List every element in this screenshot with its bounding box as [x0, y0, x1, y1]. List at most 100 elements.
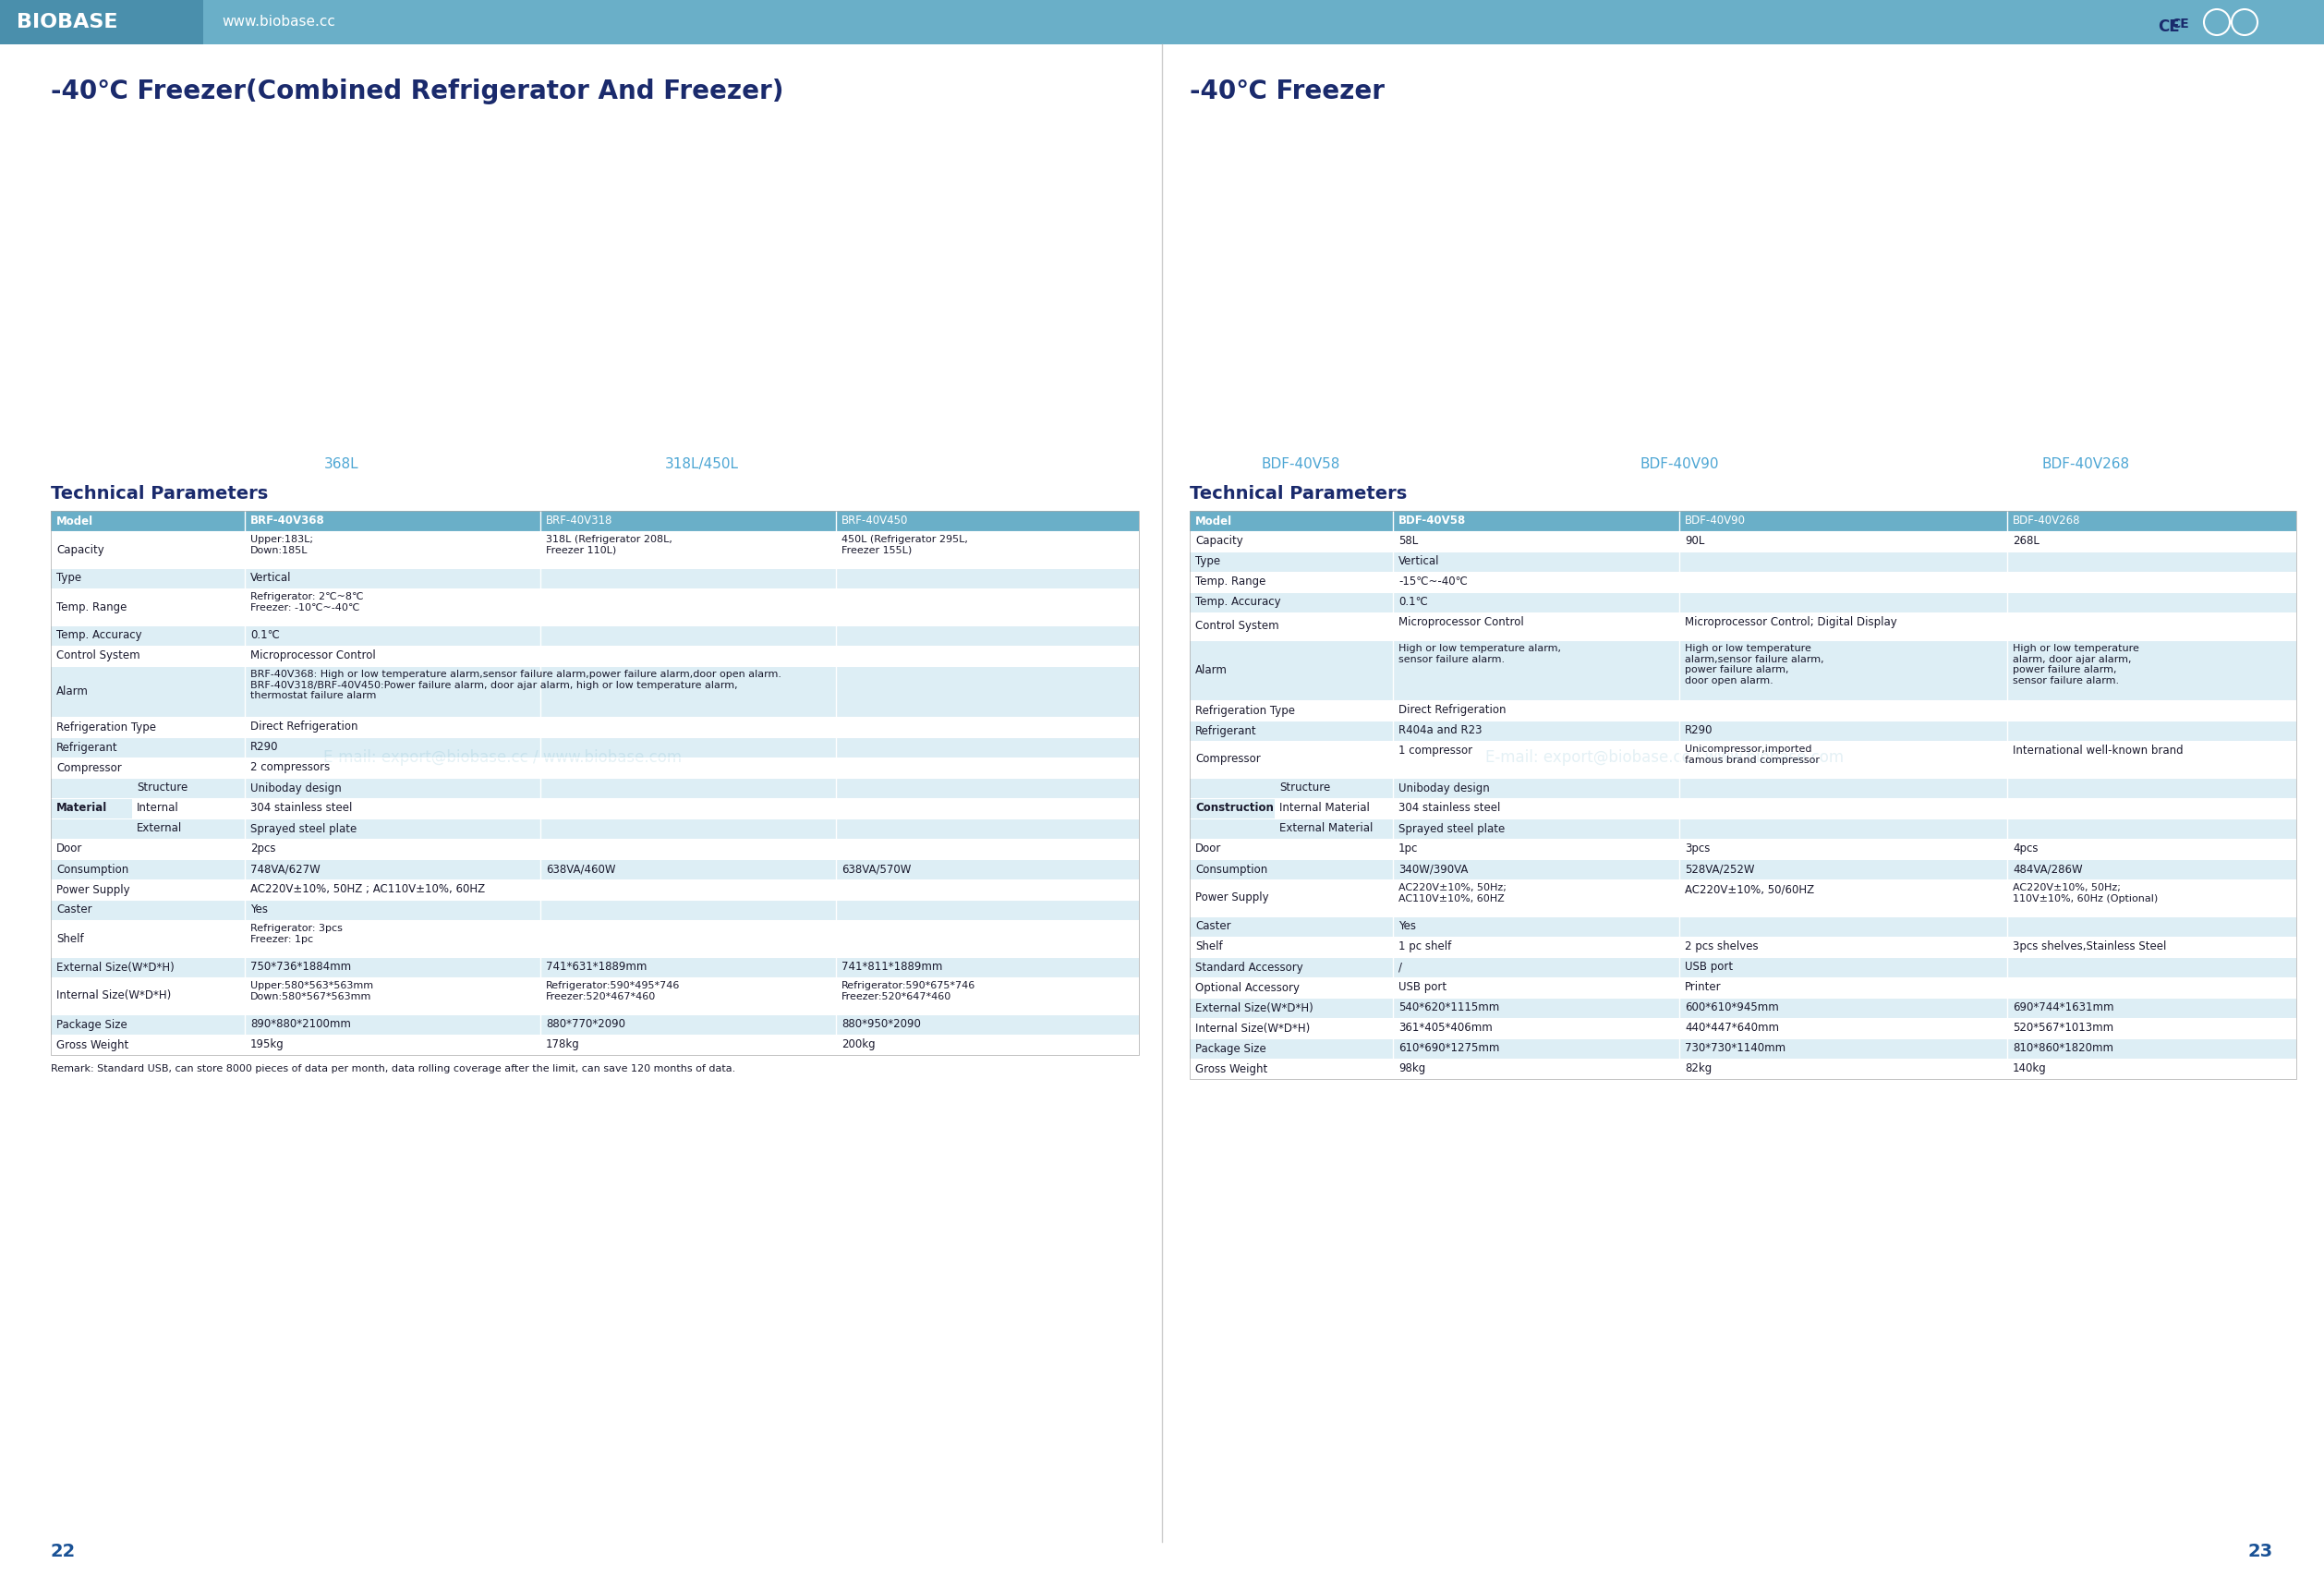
Text: 540*620*1115mm: 540*620*1115mm: [1399, 1002, 1499, 1013]
Text: 318L/450L: 318L/450L: [665, 457, 739, 472]
Bar: [1392, 1039, 1680, 1059]
Text: 890*880*2100mm: 890*880*2100mm: [251, 1018, 351, 1031]
Text: BDF-40V58: BDF-40V58: [1262, 457, 1341, 472]
Bar: [51, 778, 132, 838]
Text: Direct Refrigeration: Direct Refrigeration: [1399, 703, 1506, 716]
Bar: [51, 859, 244, 880]
Bar: [1680, 742, 2008, 778]
Bar: [2008, 880, 2296, 916]
Text: Refrigerant: Refrigerant: [56, 742, 119, 753]
Bar: [244, 838, 1139, 859]
Text: Refrigerator:590*675*746
Freezer:520*647*460: Refrigerator:590*675*746 Freezer:520*647…: [841, 981, 976, 1000]
Bar: [244, 799, 1139, 818]
Bar: [2008, 977, 2296, 997]
Text: R290: R290: [251, 742, 279, 753]
Text: R290: R290: [1685, 724, 1713, 737]
Bar: [132, 799, 244, 818]
Text: BRF-40V368: High or low temperature alarm,sensor failure alarm,power failure ala: BRF-40V368: High or low temperature alar…: [251, 670, 781, 700]
Text: 58L: 58L: [1399, 535, 1418, 546]
Text: Compressor: Compressor: [56, 762, 121, 773]
Text: High or low temperature alarm,
sensor failure alarm.: High or low temperature alarm, sensor fa…: [1399, 643, 1562, 664]
Bar: [244, 511, 541, 530]
Text: BDF-40V268: BDF-40V268: [2013, 515, 2080, 527]
Bar: [244, 569, 1139, 589]
Bar: [837, 511, 1139, 530]
Bar: [837, 530, 1139, 569]
Text: Internal Material: Internal Material: [1281, 802, 1371, 815]
Bar: [244, 716, 1139, 737]
Bar: [1392, 778, 2296, 799]
Text: Technical Parameters: Technical Parameters: [1190, 484, 1406, 502]
Bar: [1190, 958, 1392, 977]
Text: 520*567*1013mm: 520*567*1013mm: [2013, 1021, 2113, 1034]
Bar: [2008, 937, 2296, 958]
Text: Structure: Structure: [1281, 781, 1332, 794]
Bar: [1276, 778, 1392, 799]
Text: BRF-40V318: BRF-40V318: [546, 515, 614, 527]
Text: 440*447*640mm: 440*447*640mm: [1685, 1021, 1780, 1034]
Text: Control System: Control System: [56, 649, 139, 662]
Text: Microprocessor Control: Microprocessor Control: [1399, 616, 1525, 629]
Bar: [1392, 916, 2296, 937]
Bar: [244, 1015, 541, 1035]
Text: 3pcs: 3pcs: [1685, 843, 1710, 854]
Text: 340W/390VA: 340W/390VA: [1399, 862, 1469, 875]
Text: 23: 23: [2247, 1542, 2273, 1561]
Text: Sprayed steel plate: Sprayed steel plate: [251, 823, 358, 835]
Bar: [244, 530, 541, 569]
Bar: [2008, 640, 2296, 700]
Bar: [2008, 613, 2296, 640]
Text: Vertical: Vertical: [251, 572, 290, 584]
Text: Refrigerator:590*495*746
Freezer:520*467*460: Refrigerator:590*495*746 Freezer:520*467…: [546, 981, 681, 1000]
Text: Shelf: Shelf: [56, 932, 84, 945]
Text: 3pcs shelves,Stainless Steel: 3pcs shelves,Stainless Steel: [2013, 940, 2166, 953]
Text: 484VA/286W: 484VA/286W: [2013, 862, 2082, 875]
Text: Alarm: Alarm: [1195, 664, 1227, 676]
Text: Uniboday design: Uniboday design: [251, 781, 342, 794]
Bar: [1680, 613, 2008, 640]
Bar: [1392, 551, 2296, 572]
Text: Capacity: Capacity: [56, 543, 105, 556]
Bar: [837, 958, 1139, 977]
Bar: [1392, 838, 1680, 859]
Bar: [2008, 1039, 2296, 1059]
Bar: [1680, 530, 2008, 551]
Text: Remark: Standard USB, can store 8000 pieces of data per month, data rolling cove: Remark: Standard USB, can store 8000 pie…: [51, 1064, 734, 1073]
Text: International well-known brand: International well-known brand: [2013, 745, 2182, 756]
Text: -40℃ Freezer: -40℃ Freezer: [1190, 78, 1385, 105]
Text: Sprayed steel plate: Sprayed steel plate: [1399, 823, 1506, 835]
Bar: [837, 1035, 1139, 1054]
Bar: [244, 859, 541, 880]
Text: Power Supply: Power Supply: [56, 883, 130, 896]
Text: 178kg: 178kg: [546, 1039, 581, 1050]
Text: BDF-40V58: BDF-40V58: [1399, 515, 1466, 527]
Text: Upper:580*563*563mm
Down:580*567*563mm: Upper:580*563*563mm Down:580*567*563mm: [251, 981, 374, 1000]
Text: 361*405*406mm: 361*405*406mm: [1399, 1021, 1492, 1034]
Text: Capacity: Capacity: [1195, 535, 1243, 548]
Bar: [1680, 511, 2008, 530]
Text: 2 pcs shelves: 2 pcs shelves: [1685, 940, 1759, 953]
Bar: [1392, 511, 1680, 530]
Bar: [1680, 977, 2008, 997]
Bar: [1392, 721, 1680, 742]
Bar: [1392, 958, 1680, 977]
Text: Uniboday design: Uniboday design: [1399, 781, 1490, 794]
Bar: [1680, 721, 2008, 742]
Text: 810*860*1820mm: 810*860*1820mm: [2013, 1042, 2113, 1054]
Bar: [244, 880, 1139, 900]
Bar: [1190, 1039, 1392, 1059]
Bar: [244, 646, 1139, 665]
Bar: [1190, 937, 1392, 958]
Text: BRF-40V368: BRF-40V368: [251, 515, 325, 527]
Text: USB port: USB port: [1399, 981, 1446, 992]
Text: Upper:183L;
Down:185L: Upper:183L; Down:185L: [251, 535, 314, 554]
Bar: [51, 757, 244, 778]
Bar: [1190, 838, 1392, 859]
Bar: [244, 1035, 541, 1054]
Text: Refrigerant: Refrigerant: [1195, 724, 1257, 737]
Text: BRF-40V450: BRF-40V450: [841, 515, 909, 527]
Bar: [1190, 880, 1392, 916]
Text: 304 stainless steel: 304 stainless steel: [251, 802, 353, 815]
Text: Shelf: Shelf: [1195, 940, 1222, 953]
Bar: [1190, 916, 1392, 937]
